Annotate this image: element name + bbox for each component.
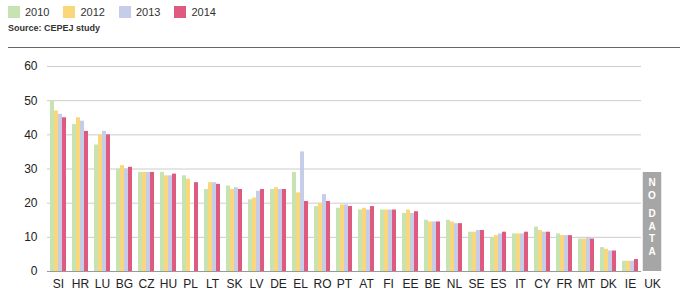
svg-text:SK: SK — [226, 277, 242, 291]
svg-text:IT: IT — [515, 277, 526, 291]
svg-text:UK: UK — [644, 277, 661, 291]
svg-text:PT: PT — [337, 277, 353, 291]
svg-text:HU: HU — [160, 277, 177, 291]
svg-text:D: D — [648, 208, 655, 219]
svg-text:BG: BG — [116, 277, 133, 291]
svg-text:BE: BE — [424, 277, 440, 291]
svg-text:LV: LV — [250, 277, 264, 291]
svg-text:50: 50 — [24, 94, 38, 108]
svg-text:N: N — [648, 177, 655, 188]
svg-text:30: 30 — [24, 162, 38, 176]
svg-text:FI: FI — [383, 277, 394, 291]
html-text:2012: 2012 — [80, 6, 105, 18]
svg-text:EL: EL — [293, 277, 308, 291]
svg-text:20: 20 — [24, 196, 38, 210]
svg-text:PL: PL — [183, 277, 198, 291]
svg-text:LU: LU — [95, 277, 110, 291]
svg-text:RO: RO — [314, 277, 332, 291]
svg-text:MT: MT — [578, 277, 596, 291]
html-text:2013: 2013 — [136, 6, 161, 18]
svg-text:HR: HR — [72, 277, 90, 291]
svg-text:O: O — [648, 190, 656, 201]
svg-text:CZ: CZ — [139, 277, 155, 291]
html-text:2014: 2014 — [191, 6, 216, 18]
html-text:Source: CEPEJ study: Source: CEPEJ study — [8, 23, 100, 33]
svg-text:A: A — [648, 221, 655, 232]
svg-text:40: 40 — [24, 128, 38, 142]
svg-text:ES: ES — [490, 277, 506, 291]
svg-text:10: 10 — [24, 230, 38, 244]
svg-text:AT: AT — [359, 277, 374, 291]
svg-text:DE: DE — [270, 277, 287, 291]
svg-text:CY: CY — [534, 277, 551, 291]
svg-text:A: A — [648, 246, 655, 257]
svg-text:SI: SI — [53, 277, 64, 291]
html-text:2010: 2010 — [25, 6, 50, 18]
svg-text:T: T — [649, 233, 655, 244]
svg-text:SE: SE — [468, 277, 484, 291]
svg-text:DK: DK — [600, 277, 617, 291]
svg-text:NL: NL — [447, 277, 463, 291]
svg-text:0: 0 — [31, 264, 38, 278]
svg-text:LT: LT — [206, 277, 220, 291]
svg-text:FR: FR — [557, 277, 573, 291]
svg-text:60: 60 — [24, 59, 38, 73]
svg-text:IE: IE — [625, 277, 636, 291]
svg-text:EE: EE — [402, 277, 418, 291]
